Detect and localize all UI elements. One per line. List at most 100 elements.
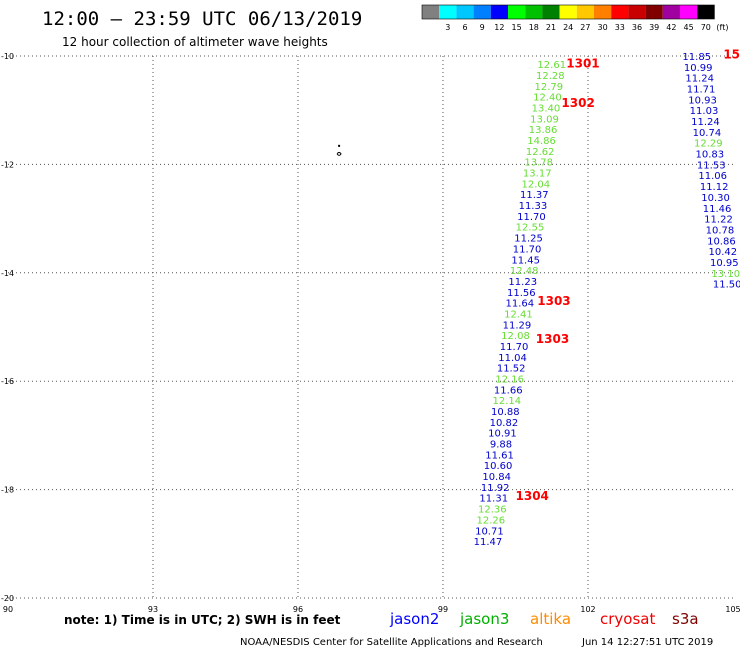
color-scale-swatch (439, 5, 457, 19)
page-subtitle: 12 hour collection of altimeter wave hei… (62, 35, 328, 49)
wave-height-label: 11.33 (519, 201, 548, 212)
wave-height-label: 12.79 (535, 82, 564, 93)
satellite-legend-s3a: s3a (672, 610, 699, 628)
wave-height-label: 11.23 (508, 277, 537, 288)
latitude-tick-label: -12 (1, 160, 14, 169)
color-scale-label: 36 (632, 23, 642, 32)
wave-height-label: 12.26 (477, 515, 506, 526)
wave-height-label: 11.85 (682, 52, 711, 63)
footer-credit: NOAA/NESDIS Center for Satellite Applica… (240, 637, 543, 648)
latitude-tick-label: -14 (1, 269, 14, 278)
color-scale-swatch (559, 5, 577, 19)
pass-time-label: 1303 (536, 332, 569, 346)
pass-time-label: 1301 (566, 57, 599, 71)
latitude-tick-label: -20 (1, 594, 14, 603)
wave-height-label: 11.25 (514, 234, 543, 245)
wave-height-label: 11.56 (507, 288, 536, 299)
wave-height-label: 13.78 (524, 158, 553, 169)
color-scale-label: 21 (546, 23, 556, 32)
map-grid: 90 93 96 99 102 105 -10 -12 -14 -16 -18 -20 (1, 52, 740, 614)
wave-height-label: 10.88 (491, 407, 520, 418)
satellite-legend: jason2 jason3 altika cryosat s3a (389, 610, 699, 628)
color-scale-unit: (ft) (716, 23, 728, 32)
wave-height-label: 11.24 (685, 74, 714, 85)
color-scale-label: 18 (529, 23, 539, 32)
longitude-tick-label: 90 (3, 605, 13, 614)
wave-height-label: 12.40 (533, 93, 562, 104)
wave-height-label: 12.16 (495, 374, 524, 385)
wave-height-label: 11.70 (513, 244, 542, 255)
longitude-tick-label: 102 (580, 605, 595, 614)
color-scale-label: 15 (512, 23, 522, 32)
wave-height-label: 10.42 (709, 247, 738, 258)
wave-height-label: 11.92 (481, 483, 510, 494)
longitude-tick-label: 105 (725, 605, 740, 614)
longitude-tick-label: 96 (293, 605, 303, 614)
wave-height-label: 12.08 (501, 331, 530, 342)
wave-height-label: 13.10 (711, 269, 740, 280)
wave-height-label: 10.95 (710, 258, 739, 269)
color-scale-label: 3 (445, 23, 450, 32)
wave-height-label: 10.83 (695, 150, 724, 161)
wave-height-label: 11.61 (485, 450, 514, 461)
color-scale-label: 27 (580, 23, 590, 32)
pass-time-labels: 1301 1302 1303 1303 1304 151 (516, 47, 740, 503)
wave-height-label: 11.52 (497, 364, 526, 375)
color-scale-swatch (628, 5, 646, 19)
wave-height-label: 12.48 (510, 266, 539, 277)
wave-height-label: 11.70 (500, 342, 529, 353)
latitude-tick-label: -18 (1, 486, 14, 495)
wave-height-label: 10.86 (707, 236, 736, 247)
wave-height-label: 11.31 (479, 494, 508, 505)
wave-height-label: 11.24 (691, 117, 720, 128)
pass-time-label: 1302 (561, 96, 594, 110)
wave-height-label: 11.03 (690, 106, 719, 117)
wave-height-label: 12.14 (492, 396, 521, 407)
footer-timestamp: Jun 14 12:27:51 UTC 2019 (581, 637, 713, 648)
wave-height-label: 11.47 (474, 537, 503, 548)
color-scale-swatch (697, 5, 715, 19)
wave-height-label: 11.71 (687, 85, 716, 96)
wave-height-label: 11.53 (697, 160, 726, 171)
color-scale-label: 33 (615, 23, 625, 32)
wave-height-label: 11.22 (704, 215, 733, 226)
wave-height-label: 11.45 (511, 255, 540, 266)
satellite-legend-altika: altika (530, 610, 571, 628)
color-scale-swatch (542, 5, 560, 19)
pass-time-label: 1304 (516, 489, 549, 503)
wave-height-label: 12.62 (526, 147, 555, 158)
latitude-tick-label: -16 (1, 377, 14, 386)
longitude-tick-label: 99 (438, 605, 448, 614)
wave-height-label: 11.66 (494, 385, 523, 396)
color-scale-swatch (576, 5, 594, 19)
wave-height-label: 10.91 (488, 429, 517, 440)
wave-height-label: 12.04 (521, 179, 550, 190)
color-scale-frame (421, 4, 715, 20)
wave-height-label: 12.41 (504, 309, 533, 320)
wave-height-label: 11.04 (498, 353, 527, 364)
satellite-legend-jason2: jason2 (389, 610, 439, 628)
island-dot (338, 144, 341, 147)
wave-height-label: 11.70 (517, 212, 546, 223)
wave-height-label: 12.61 (537, 60, 566, 71)
color-scale-swatch (422, 5, 440, 19)
wave-height-label: 12.36 (478, 505, 507, 516)
color-scale-label: 42 (666, 23, 676, 32)
color-scale-swatch (662, 5, 680, 19)
wave-height-label: 12.55 (516, 223, 545, 234)
wave-height-label: 13.86 (529, 125, 558, 136)
wave-height-label: 10.74 (693, 128, 722, 139)
island-outline (336, 151, 342, 156)
wave-height-label: 10.99 (684, 63, 713, 74)
pass-time-label: 151 (723, 47, 740, 61)
satellite-legend-cryosat: cryosat (600, 610, 655, 628)
wave-height-label: 10.60 (484, 461, 513, 472)
page-title: 12:00 – 23:59 UTC 06/13/2019 (42, 8, 362, 30)
island-marker (336, 144, 342, 156)
wave-height-label: 11.06 (698, 171, 727, 182)
wave-height-label: 11.12 (700, 182, 729, 193)
satellite-legend-jason3: jason3 (459, 610, 509, 628)
wave-height-label: 9.88 (490, 440, 512, 451)
wave-height-label: 11.46 (703, 204, 732, 215)
